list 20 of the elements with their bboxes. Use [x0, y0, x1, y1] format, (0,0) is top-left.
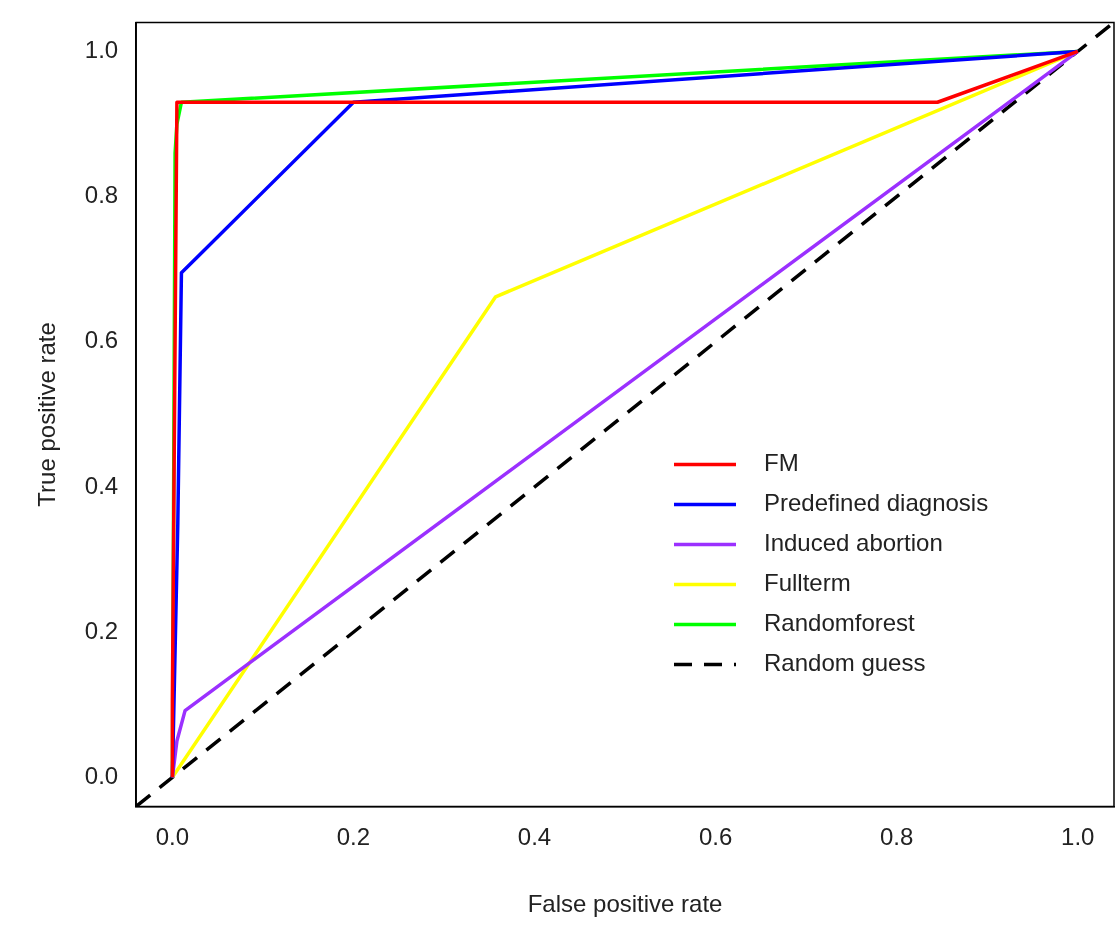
x-axis-title: False positive rate	[527, 890, 723, 918]
x-tick-label: 0.4	[517, 823, 552, 851]
legend-label: Random guess	[764, 649, 926, 677]
y-tick-label: 0.2	[84, 616, 119, 644]
x-tick-label: 0.6	[698, 823, 733, 851]
legend-label: FM	[764, 449, 799, 477]
legend-label: Predefined diagnosis	[764, 489, 989, 517]
x-tick-label: 0.0	[155, 823, 190, 851]
y-tick-label: 1.0	[84, 36, 119, 64]
legend-label: Randomforest	[764, 609, 916, 637]
y-tick-label: 0.0	[84, 761, 119, 789]
y-tick-label: 0.4	[84, 471, 119, 499]
legend-label: Fullterm	[764, 569, 851, 597]
y-axis-title: True positive rate	[33, 322, 61, 507]
y-tick-label: 0.6	[84, 326, 119, 354]
x-tick-label: 1.0	[1061, 823, 1095, 851]
x-tick-label: 0.8	[880, 823, 914, 851]
x-tick-label: 0.2	[336, 823, 371, 851]
y-tick-label: 0.8	[84, 181, 119, 209]
legend-label: Induced abortion	[764, 529, 943, 557]
